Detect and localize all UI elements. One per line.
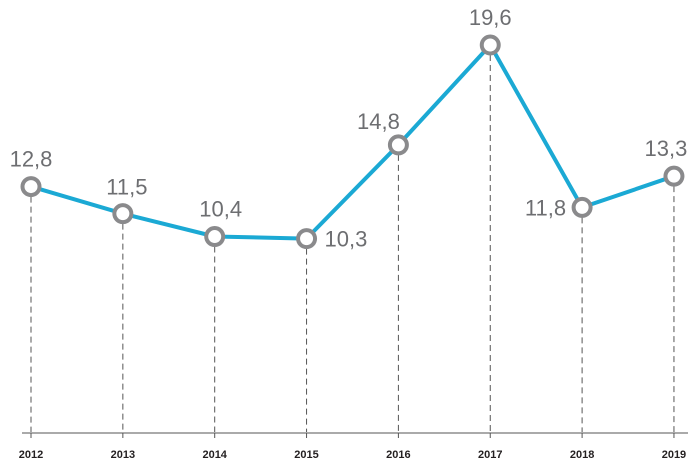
x-tick-label: 2013 <box>111 449 135 461</box>
data-label-2013: 11,5 <box>106 175 147 200</box>
data-label-2012: 12,8 <box>10 147 53 172</box>
drop-lines <box>30 55 675 432</box>
data-point-2014 <box>204 226 226 248</box>
data-label-2015: 10,3 <box>325 227 368 252</box>
data-markers <box>20 34 685 250</box>
x-axis-ticks: 2012 2013 2014 2015 2016 2017 2018 2019 <box>19 433 686 461</box>
series-line <box>29 43 676 241</box>
data-label-2019: 13,3 <box>645 136 688 161</box>
data-label-2017: 19,6 <box>469 5 512 30</box>
x-tick-label: 2017 <box>478 449 502 461</box>
data-label-2016: 14,8 <box>357 109 400 134</box>
x-tick-label: 2019 <box>662 449 686 461</box>
data-point-2012 <box>20 176 42 198</box>
x-tick-label: 2014 <box>202 449 227 461</box>
data-point-2016 <box>387 134 409 156</box>
x-tick-label: 2015 <box>294 449 318 461</box>
data-point-2013 <box>112 203 134 225</box>
data-point-2017 <box>479 34 501 56</box>
x-tick-label: 2016 <box>386 449 410 461</box>
data-label-2018: 11,8 <box>525 195 566 220</box>
data-label-2014: 10,4 <box>199 197 242 222</box>
data-point-2015 <box>296 228 318 250</box>
data-labels: 12,8 11,5 10,4 10,3 14,8 19,6 11,8 13,3 <box>10 5 688 252</box>
data-point-2019 <box>663 165 685 187</box>
x-tick-label: 2012 <box>19 449 43 461</box>
data-point-2018 <box>571 196 593 218</box>
x-tick-label: 2018 <box>570 449 594 461</box>
